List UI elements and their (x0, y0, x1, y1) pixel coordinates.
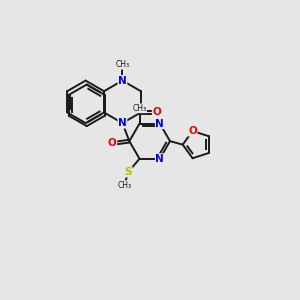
Text: CH₃: CH₃ (117, 181, 131, 190)
Text: O: O (152, 107, 161, 118)
Text: S: S (124, 167, 132, 177)
Text: O: O (108, 139, 117, 148)
Text: N: N (155, 118, 164, 128)
Text: CH₃: CH₃ (116, 60, 130, 69)
Text: N: N (155, 154, 164, 164)
Text: CH₃: CH₃ (132, 104, 147, 113)
Text: N: N (118, 76, 127, 85)
Text: N: N (118, 118, 127, 128)
Text: O: O (188, 126, 197, 136)
